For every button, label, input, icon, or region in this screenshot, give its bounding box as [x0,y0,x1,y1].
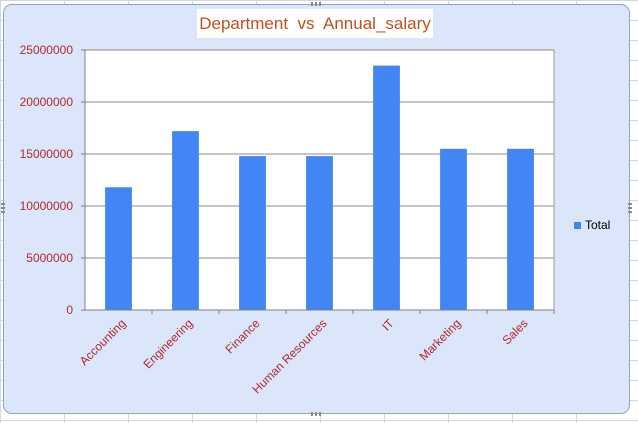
x-tick-label: IT [379,316,397,334]
y-tick-label: 15000000 [20,147,74,161]
bar-engineering [172,131,199,310]
bar-human-resources [306,156,333,310]
y-tick-label: 5000000 [26,251,73,265]
x-tick-label: Human Resources [249,316,329,396]
x-tick-label: Finance [223,316,263,356]
resize-handle-right[interactable] [628,203,632,215]
legend: Total [574,218,610,232]
bar-it [373,65,400,310]
x-tick-label: Sales [499,316,530,347]
x-tick-label: Marketing [416,316,463,363]
y-axis-ticks: 0 5000000 10000000 15000000 20000000 25000000 [20,43,85,317]
resize-handle-bottom[interactable] [311,412,323,416]
resize-handle-left[interactable] [1,203,5,215]
x-tick-label: Engineering [140,316,195,371]
y-tick-label: 0 [66,303,73,317]
x-tick-label: Accounting [77,316,129,368]
bars [105,65,534,310]
chart-title: Department vs Annual_salary [197,9,433,38]
resize-handle-top[interactable] [311,2,323,6]
y-tick-label: 20000000 [20,95,74,109]
bar-accounting [105,187,132,310]
y-tick-label: 10000000 [20,199,74,213]
legend-label: Total [585,218,611,232]
bar-marketing [440,148,467,310]
bar-sales [507,148,534,310]
legend-swatch [574,221,581,229]
y-tick-label: 25000000 [20,43,74,57]
bar-finance [239,156,266,310]
